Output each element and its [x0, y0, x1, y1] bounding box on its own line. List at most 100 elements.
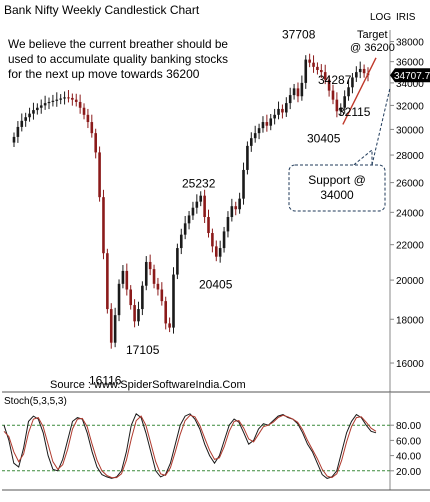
target-line-1: Target [357, 29, 388, 41]
candle-body [253, 133, 257, 139]
price-axis-tick-label: 32000 [396, 101, 424, 112]
candle-body [191, 207, 195, 216]
candle-body [113, 315, 117, 343]
price-axis-tick-label: 18000 [396, 315, 424, 326]
chart-title: Bank Nifty Weekly Candlestick Chart [4, 3, 200, 17]
price-axis-tick-label: 34000 [396, 79, 424, 90]
last-price-marker [390, 68, 430, 83]
price-axis-tick-label: 38000 [396, 38, 424, 49]
candle-body [316, 66, 319, 71]
candle-body [355, 72, 358, 78]
candle-body [160, 289, 164, 302]
candle-body [16, 126, 20, 137]
candle-body [300, 82, 304, 97]
price-axis-tick-label: 26000 [396, 179, 424, 190]
candle-body [277, 108, 280, 115]
note-line-3: for the next up move towards 36200 [8, 67, 200, 81]
candle-body [335, 99, 339, 112]
candle-body [234, 206, 238, 210]
stoch-title: Stoch(5,3,5,3) [4, 396, 67, 407]
candle-body [82, 107, 86, 115]
price-axis-tick-label: 24000 [396, 208, 424, 219]
candle-body [308, 59, 311, 63]
candle-body [98, 152, 101, 198]
candle-body [90, 122, 94, 134]
swing-label: 16116 [89, 373, 122, 387]
candle-body [304, 59, 308, 83]
candle-body [168, 323, 171, 328]
support-callout-leader [371, 87, 391, 166]
candle-body [199, 195, 203, 202]
candle-body [117, 283, 121, 316]
stoch-axis-tick-label: 40.00 [396, 452, 421, 463]
candle-body [59, 98, 62, 100]
stoch-axis-tick-label: 60.00 [396, 436, 421, 447]
candle-body [148, 261, 152, 270]
candle-body [43, 103, 47, 106]
candle-body [331, 90, 335, 100]
candle-body [133, 305, 136, 322]
candle-body [218, 248, 222, 257]
candle-body [187, 215, 191, 224]
candle-body [152, 269, 156, 284]
candle-body [144, 261, 148, 286]
candle-body [288, 95, 292, 104]
support-callout [288, 164, 386, 212]
candle-body [156, 283, 160, 290]
candle-body [32, 110, 35, 114]
support-line-2: 34000 [320, 188, 354, 202]
candle-body [164, 301, 168, 324]
candle-body [269, 118, 273, 126]
price-axis-tick-label: 28000 [396, 151, 424, 162]
candle-body [343, 96, 346, 108]
candle-body [242, 169, 245, 199]
candle-body [230, 206, 234, 218]
candle-body [121, 270, 125, 284]
candle-body [125, 270, 129, 290]
stoch-axis-tick-label: 20.00 [396, 467, 421, 478]
swing-label: 20405 [199, 278, 233, 292]
candle-body [47, 101, 51, 104]
candle-body [24, 117, 27, 121]
candle-body [261, 122, 265, 129]
candle-body [176, 248, 179, 275]
candle-body [358, 68, 362, 73]
candle-body [74, 99, 78, 102]
candle-body [320, 70, 323, 73]
candle-body [94, 133, 97, 153]
candle-body [183, 223, 187, 235]
candle-body [179, 234, 183, 249]
price-axis-tick-label: 16000 [396, 359, 424, 370]
stoch-fast-line [3, 413, 377, 479]
candle-body [207, 217, 210, 234]
candle-body [172, 274, 175, 328]
candle-body [28, 113, 31, 118]
candle-body [36, 107, 39, 111]
candle-body [129, 289, 133, 306]
source-text: Source : www.SpiderSoftwareIndia.Com [50, 379, 246, 391]
candle-body [292, 88, 296, 96]
candle-body [63, 97, 66, 99]
support-line-1: Support @ [308, 173, 366, 187]
note-line-1: We believe the current breather should b… [8, 37, 228, 51]
candle-body [339, 107, 343, 112]
candle-body [20, 120, 24, 127]
candle-body [203, 195, 206, 218]
candle-body [327, 79, 331, 91]
scale-label[interactable]: LOG [370, 12, 391, 23]
note-line-2: used to accumulate quality banking stock… [8, 52, 228, 66]
candle-body [51, 100, 55, 102]
candle-body [67, 97, 70, 99]
stoch-axis-tick-label: 80.00 [396, 421, 421, 432]
candle-body [246, 145, 249, 170]
support-callout-pointer [349, 148, 373, 169]
candle-body [312, 62, 315, 67]
candle-body [222, 231, 226, 249]
candle-body [71, 97, 74, 100]
candle-body [211, 233, 214, 247]
candle-body [347, 87, 350, 97]
candle-body [39, 105, 43, 108]
candle-body [78, 101, 82, 108]
candle-body [109, 309, 113, 343]
